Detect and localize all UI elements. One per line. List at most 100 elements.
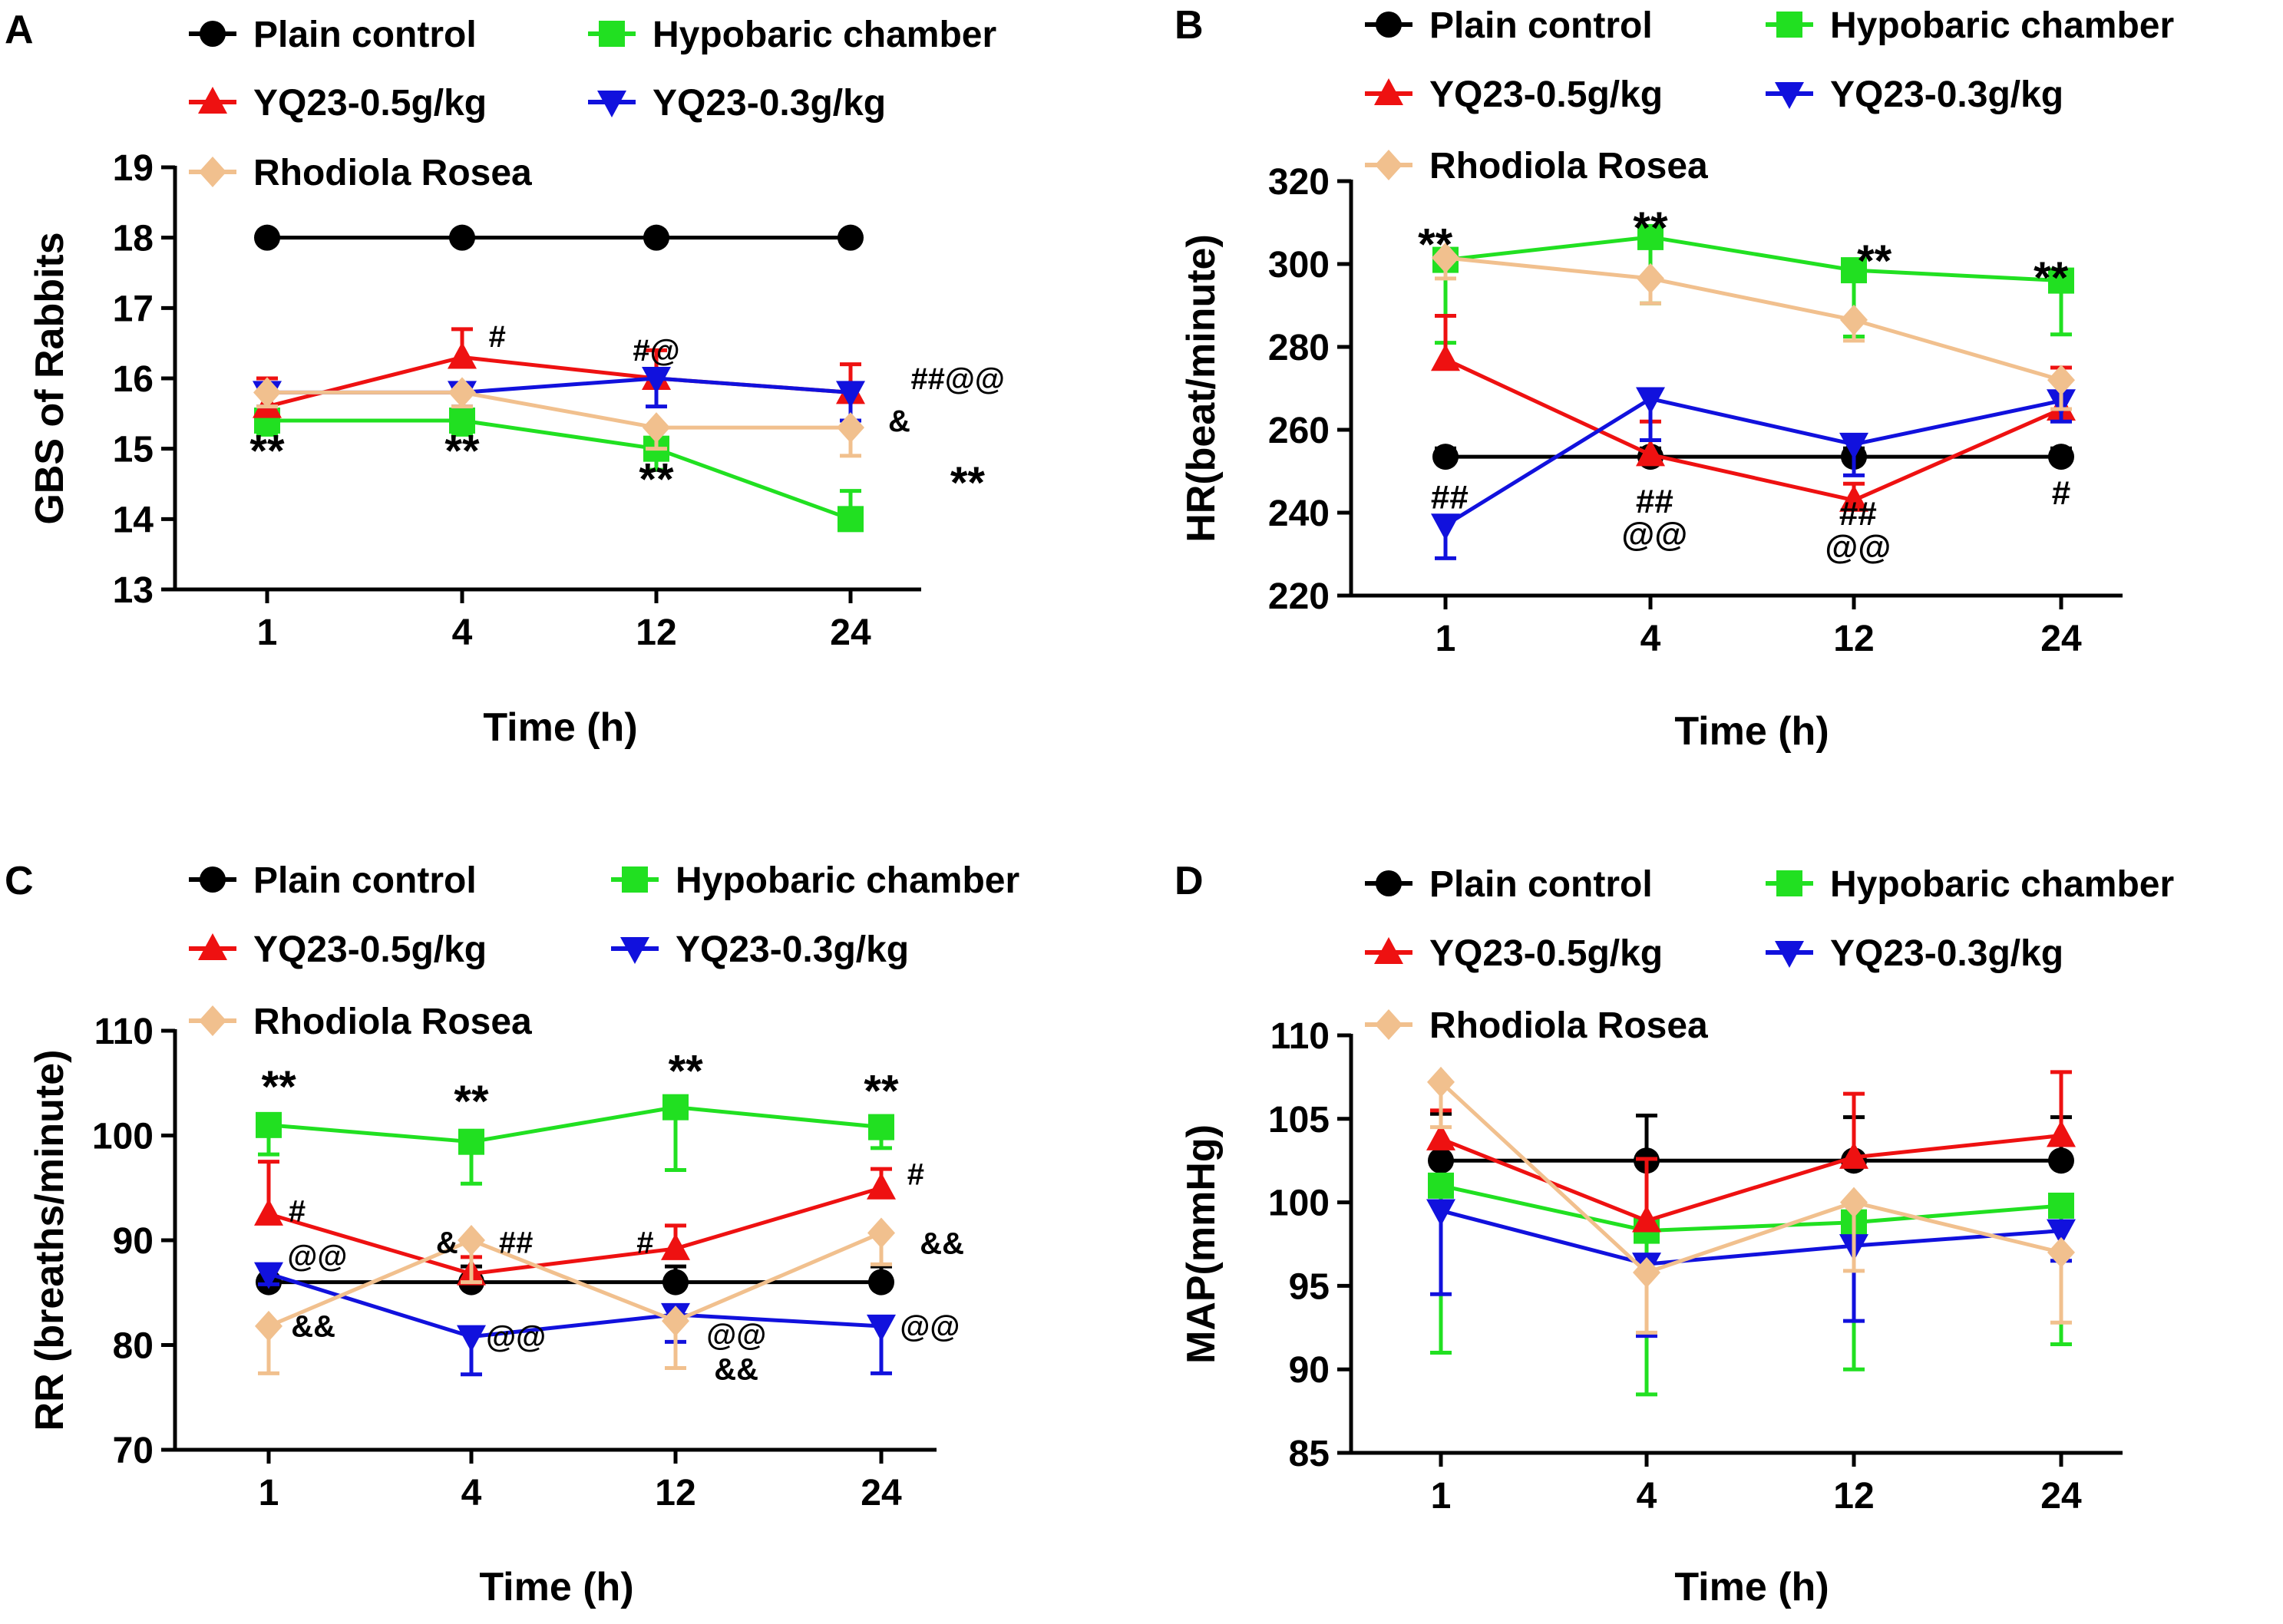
y-tick-label: 300: [1268, 245, 1330, 286]
x-tick-label: 1: [259, 1473, 279, 1513]
panel-d: D 85 90 95 100 105 110 1 4 12 24 Time (h) MAP(mmHg) P…: [1175, 859, 2174, 1609]
data-point: [1839, 484, 1868, 512]
series-line: [1444, 397, 2062, 527]
series-line: [268, 1272, 882, 1339]
data-point: [457, 1325, 486, 1352]
series-plain: [254, 224, 864, 251]
y-tick-label: 80: [113, 1326, 154, 1367]
legend-label: Hypobaric chamber: [676, 860, 1019, 901]
series-yq03: [254, 1262, 896, 1377]
significance-annotation: ##@@: [910, 362, 1005, 396]
significance-annotation: @@: [1621, 516, 1687, 553]
panel-letter: A: [5, 8, 34, 52]
significance-annotation: #: [2052, 474, 2070, 512]
legend-marker: [1376, 12, 1402, 38]
legend-label: YQ23-0.5g/kg: [253, 83, 487, 124]
significance-annotation: **: [1418, 220, 1453, 270]
legend-label: Plain control: [253, 860, 477, 901]
series-hypobaric: [1432, 223, 2074, 345]
panel-letter: B: [1175, 3, 1204, 48]
significance-annotation: **: [454, 1077, 489, 1127]
significance-annotation: &&: [291, 1310, 335, 1344]
data-point: [1632, 1205, 1661, 1233]
y-tick-label: 280: [1268, 328, 1330, 368]
legend-item-yq03: YQ23-0.3g/kg: [1766, 933, 2063, 974]
legend-label: YQ23-0.3g/kg: [676, 929, 909, 970]
legend-marker: [200, 866, 226, 893]
y-tick-label: 240: [1268, 493, 1330, 534]
legend-item-yq03: YQ23-0.3g/kg: [588, 83, 886, 124]
series-line: [1444, 357, 2063, 503]
data-point: [642, 367, 671, 394]
y-tick-label: 18: [113, 219, 154, 259]
data-point: [1432, 242, 1459, 273]
legend-marker: [1374, 937, 1403, 964]
data-point: [2047, 365, 2075, 396]
data-point: [867, 1217, 895, 1249]
data-point: [1637, 262, 1664, 294]
y-tick-label: 70: [113, 1431, 154, 1471]
data-point: [868, 1269, 894, 1296]
x-tick-label: 4: [452, 612, 473, 653]
legend-item-yq03: YQ23-0.3g/kg: [611, 929, 909, 970]
data-point: [662, 1269, 689, 1296]
x-tick-label: 24: [2040, 1476, 2082, 1517]
legend-marker: [1374, 78, 1403, 105]
series-line: [268, 1231, 882, 1329]
y-tick-label: 14: [113, 500, 154, 540]
legend-item-plain: Plain control: [189, 860, 477, 901]
legend-marker: [597, 91, 626, 117]
series-yq05: [254, 1160, 896, 1286]
legend-marker: [1776, 870, 1802, 896]
y-axis-title: GBS of Rabbits: [28, 232, 72, 524]
data-point: [1636, 387, 1665, 414]
y-tick-label: 260: [1268, 411, 1330, 451]
legend: Plain control Hypobaric chamber YQ23-0.5g/…: [189, 15, 996, 193]
series-yq03: [1431, 387, 2076, 560]
significance-annotation: @@: [287, 1239, 347, 1273]
data-point: [662, 1094, 689, 1121]
y-tick-label: 220: [1268, 576, 1330, 617]
series-line: [268, 1105, 882, 1144]
y-tick-label: 16: [113, 359, 154, 400]
data-point: [643, 412, 670, 444]
significance-annotation: ##: [1636, 483, 1673, 520]
legend-label: Plain control: [1429, 5, 1653, 46]
legend-marker: [1775, 941, 1804, 968]
significance-annotation: #: [489, 320, 506, 354]
x-tick-label: 12: [1833, 1476, 1874, 1517]
legend-marker: [200, 21, 226, 47]
legend-item-yq05: YQ23-0.5g/kg: [1365, 74, 1663, 115]
data-point: [2047, 1236, 2075, 1268]
x-tick-label: 1: [1431, 1476, 1452, 1517]
significance-annotation: **: [950, 458, 986, 508]
legend-label: YQ23-0.5g/kg: [253, 929, 487, 970]
panel-letter: C: [5, 859, 34, 903]
significance-annotation: **: [864, 1066, 899, 1116]
significance-annotation: &&: [714, 1353, 758, 1387]
x-tick-label: 24: [2040, 619, 2082, 659]
legend-item-plain: Plain control: [1365, 5, 1653, 46]
legend-marker: [199, 1005, 226, 1036]
significance-annotation: **: [262, 1062, 297, 1112]
data-point: [1426, 1123, 1455, 1150]
series-line: [267, 390, 851, 430]
data-point: [1428, 1147, 1454, 1174]
legend: Plain control Hypobaric chamber YQ23-0.5g/…: [1365, 5, 2174, 186]
data-point: [448, 377, 476, 408]
data-point: [449, 224, 475, 251]
data-point: [2048, 444, 2074, 470]
data-point: [867, 1172, 896, 1200]
significance-annotation: **: [1633, 203, 1668, 253]
series-line: [1440, 1183, 2062, 1233]
data-point: [254, 1262, 283, 1289]
data-point: [1432, 444, 1459, 470]
y-tick-label: 13: [113, 570, 154, 611]
data-point: [253, 377, 281, 408]
panel-b: B 220 240 260 280 300 320 1 4 12 24 Time (h) HR(beat…: [1175, 3, 2174, 754]
legend: Plain control Hypobaric chamber YQ23-0.5g/…: [189, 860, 1019, 1042]
data-point: [1431, 513, 1460, 541]
legend-item-hypobaric: Hypobaric chamber: [611, 860, 1019, 901]
